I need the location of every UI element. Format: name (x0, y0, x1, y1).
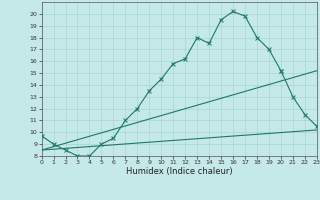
X-axis label: Humidex (Indice chaleur): Humidex (Indice chaleur) (126, 167, 233, 176)
